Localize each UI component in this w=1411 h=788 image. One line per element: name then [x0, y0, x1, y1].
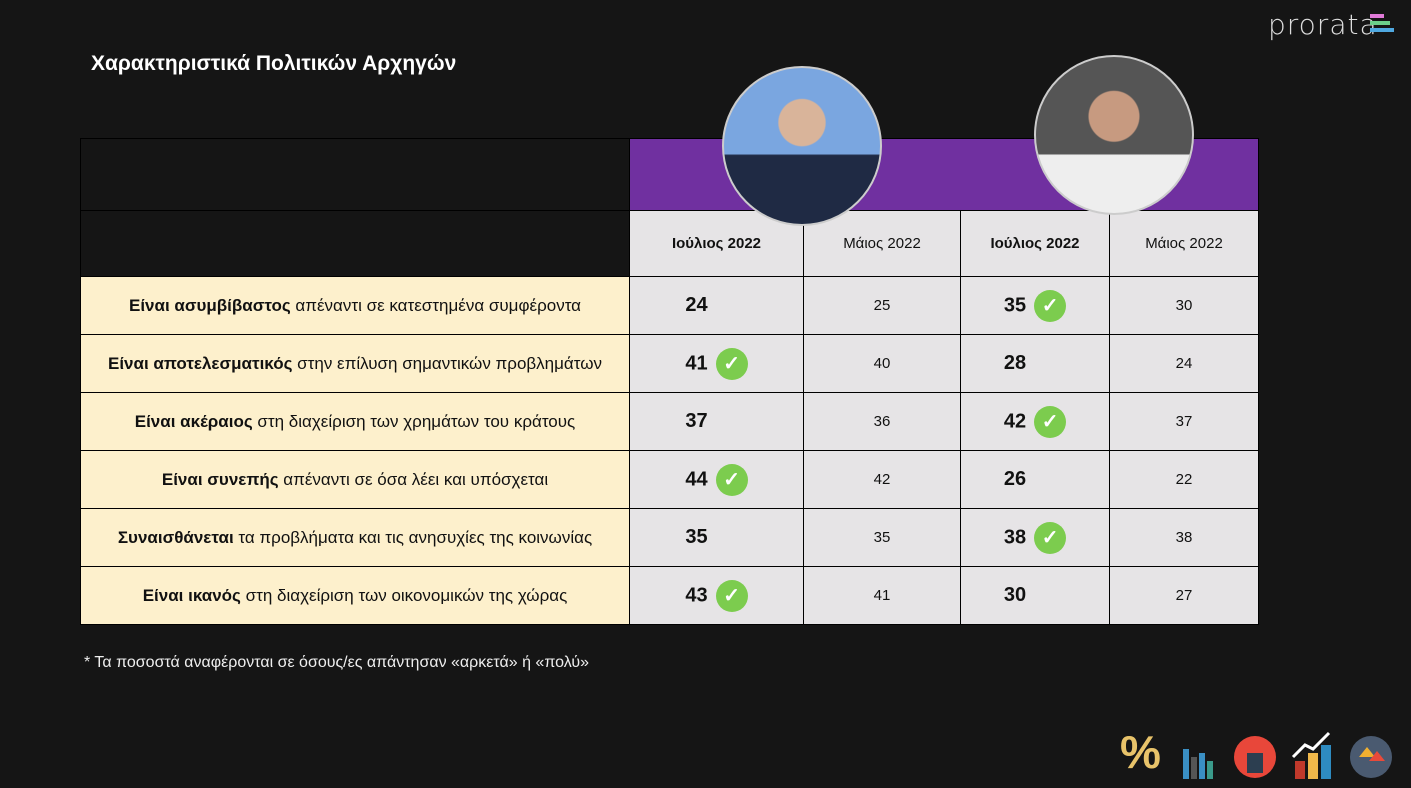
- row-label: Είναι συνεπής απέναντι σε όσα λέει και υ…: [80, 450, 630, 509]
- value: 26: [1003, 468, 1027, 490]
- label-bold: Είναι ασυμβίβαστος: [129, 295, 291, 315]
- value: 42: [1003, 409, 1027, 432]
- label-bold: Συναισθάνεται: [117, 527, 234, 547]
- value-a-may: 42: [803, 450, 961, 509]
- value-b-may: 24: [1109, 334, 1259, 393]
- prorata-logo: prorata: [1268, 8, 1378, 41]
- label-bold: Είναι ακέραιος: [134, 411, 253, 431]
- value-b-may: 22: [1109, 450, 1259, 509]
- value: 38: [1003, 525, 1027, 548]
- row-label: Είναι ικανός στη διαχείριση των οικονομι…: [80, 566, 630, 625]
- label-rest: στη διαχείριση των χρημάτων του κράτους: [252, 411, 576, 431]
- check-icon: ✓: [1034, 521, 1067, 554]
- value-b-may: 38: [1109, 508, 1259, 567]
- col-header: Μάιος 2022: [1109, 210, 1259, 277]
- label-bold: Είναι ικανός: [142, 585, 241, 605]
- label-rest: τα προβλήματα και τις ανησυχίες της κοιν…: [233, 527, 593, 547]
- value: 37: [685, 410, 708, 432]
- value: 43: [685, 583, 708, 606]
- footnote: * Τα ποσοστά αναφέρονται σε όσους/ες απά…: [84, 654, 589, 671]
- table-row: Είναι ακέραιος στη διαχείριση των χρημάτ…: [80, 392, 1259, 451]
- value-a-july: 41 ✓: [629, 334, 804, 393]
- value: 28: [1003, 352, 1027, 374]
- check-icon: ✓: [1034, 405, 1067, 438]
- value-b-july: 35 ✓: [960, 276, 1110, 335]
- bar-chart-icon: [1182, 749, 1213, 779]
- check-icon: ✓: [1034, 289, 1067, 322]
- value-a-may: 40: [803, 334, 961, 393]
- leader-photo-2: [1034, 55, 1194, 215]
- value-b-july: 28: [960, 334, 1110, 393]
- logo-mark-icon: [1370, 14, 1394, 38]
- value-a-july: 44 ✓: [629, 450, 804, 509]
- label-rest: στη διαχείριση των οικονομικών της χώρας: [240, 585, 568, 605]
- value-b-july: 30: [960, 566, 1110, 625]
- table-row: Είναι συνεπής απέναντι σε όσα λέει και υ…: [80, 450, 1259, 509]
- row-label: Είναι ακέραιος στη διαχείριση των χρημάτ…: [80, 392, 630, 451]
- row-label: Είναι αποτελεσματικός στην επίλυση σημαν…: [80, 334, 630, 393]
- leader-photo-1: [722, 66, 882, 226]
- value-a-may: 41: [803, 566, 961, 625]
- check-icon: ✓: [715, 463, 748, 496]
- leaders-table: Ιούλιος 2022 Μάιος 2022 Ιούλιος 2022 Μάι…: [80, 138, 1259, 625]
- table-row: Είναι ασυμβίβαστος απέναντι σε κατεστημέ…: [80, 276, 1259, 335]
- table-row: Είναι αποτελεσματικός στην επίλυση σημαν…: [80, 334, 1259, 393]
- value-b-may: 27: [1109, 566, 1259, 625]
- value-a-may: 25: [803, 276, 961, 335]
- value-a-may: 35: [803, 508, 961, 567]
- value: 35: [685, 526, 708, 548]
- value-b-may: 37: [1109, 392, 1259, 451]
- label-rest: στην επίλυση σημαντικών προβλημάτων: [292, 353, 602, 373]
- label-rest: απέναντι σε κατεστημένα συμφέροντα: [290, 295, 581, 315]
- table-row: Είναι ικανός στη διαχείριση των οικονομι…: [80, 566, 1259, 625]
- row-label: Είναι ασυμβίβαστος απέναντι σε κατεστημέ…: [80, 276, 630, 335]
- row-label: Συναισθάνεται τα προβλήματα και τις ανησ…: [80, 508, 630, 567]
- value-b-july: 42 ✓: [960, 392, 1110, 451]
- podium-icon: [1233, 736, 1276, 778]
- value-a-july: 35: [629, 508, 804, 567]
- percent-icon: %: [1120, 726, 1161, 778]
- value: 24: [685, 294, 708, 316]
- value-a-july: 43 ✓: [629, 566, 804, 625]
- label-bold: Είναι συνεπής: [161, 469, 279, 489]
- value-a-july: 37: [629, 392, 804, 451]
- value-b-may: 30: [1109, 276, 1259, 335]
- growth-chart-icon: [1291, 731, 1331, 779]
- col-header: Ιούλιος 2022: [960, 210, 1110, 277]
- label-bold: Είναι αποτελεσματικός: [108, 353, 293, 373]
- value: 35: [1003, 293, 1027, 316]
- value-a-july: 24: [629, 276, 804, 335]
- value: 30: [1003, 584, 1027, 606]
- value: 41: [685, 351, 708, 374]
- table-row: Συναισθάνεται τα προβλήματα και τις ανησ…: [80, 508, 1259, 567]
- value-b-july: 38 ✓: [960, 508, 1110, 567]
- value-a-may: 36: [803, 392, 961, 451]
- value: 44: [685, 467, 708, 490]
- label-rest: απέναντι σε όσα λέει και υπόσχεται: [278, 469, 549, 489]
- page-title: Χαρακτηριστικά Πολιτικών Αρχηγών: [91, 52, 457, 75]
- check-icon: ✓: [715, 347, 748, 380]
- houses-icon: [1349, 736, 1392, 778]
- check-icon: ✓: [715, 579, 748, 612]
- value-b-july: 26: [960, 450, 1110, 509]
